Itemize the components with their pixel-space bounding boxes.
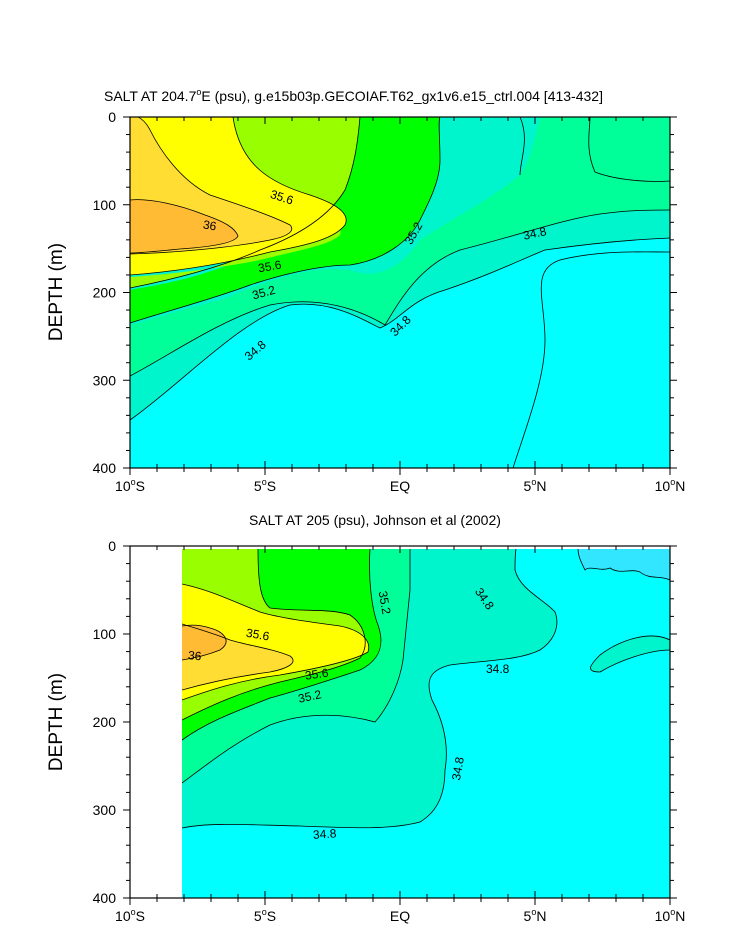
contour-label: 34.8: [486, 662, 510, 676]
x-tick-label: 10oS: [115, 477, 145, 494]
contour-line-35.6: [181, 583, 370, 701]
fill-band-34.8-inlet: [590, 635, 670, 672]
contour-line-34.8: [129, 237, 671, 421]
contour-label: 34.8: [522, 224, 548, 243]
y-tick-label: 100: [93, 626, 117, 642]
x-tick-label: 10oN: [655, 477, 686, 494]
contour-label: 36: [202, 217, 218, 233]
contour-label: 34.8: [449, 756, 467, 782]
observed-salinity-panel: SALT AT 205 (psu), Johnson et al (2002) …: [46, 512, 685, 924]
x-tick-label: 5oN: [524, 907, 547, 924]
x-tick-label: 10oS: [115, 907, 145, 924]
y-tick-label: 300: [93, 372, 117, 388]
y-tick-label: 200: [93, 285, 117, 301]
contour-line-35.8: [129, 116, 293, 255]
contour-line-34.6-east: [590, 635, 671, 673]
contour-label: 35.2: [251, 283, 277, 303]
x-tick-label: EQ: [390, 478, 410, 494]
contour-label: 35.6: [257, 257, 283, 275]
observed-panel-title: SALT AT 205 (psu), Johnson et al (2002): [249, 512, 501, 528]
y-tick-label: 0: [108, 109, 116, 125]
contour-line-35.4: [181, 548, 366, 721]
contour-line-36: [181, 624, 227, 661]
y-tick-label: 300: [93, 802, 117, 818]
fill-band-35.0-35.2: [182, 549, 410, 783]
contour-label: 35.2: [376, 590, 394, 616]
contour-line-34.6-deep: [512, 251, 671, 469]
x-tick-label: 5oS: [254, 477, 276, 494]
x-tick-label: 5oS: [254, 907, 276, 924]
x-tick-label: 10oN: [655, 907, 686, 924]
x-tick-label: 5oN: [524, 477, 547, 494]
model-panel-title: SALT AT 204.7oE (psu), g.e15b03p.GECOIAF…: [104, 87, 603, 104]
contour-line-35.0: [181, 549, 411, 784]
contour-line-34.8: [181, 548, 558, 829]
contour-label: 35.6: [269, 187, 296, 208]
y-axis-label: DEPTH (m): [46, 243, 67, 341]
y-tick-label: 0: [108, 538, 116, 554]
y-tick-label: 200: [93, 714, 117, 730]
y-axis-label: DEPTH (m): [46, 673, 67, 771]
contour-label: 35.6: [245, 626, 271, 644]
contour-label: 36: [187, 648, 202, 663]
fill-band-below-34.8-west: [182, 828, 670, 898]
contour-line-36: [129, 199, 239, 254]
fill-band-above-36: [182, 625, 227, 660]
fill-band-35.2-35.4: [182, 549, 381, 740]
contour-line-35.4: [129, 116, 361, 289]
fill-band-fresh-core: [578, 549, 670, 580]
y-tick-label: 400: [93, 890, 117, 906]
contour-line-35.6: [129, 116, 347, 276]
contour-label: 35.2: [297, 687, 323, 706]
contour-labels: 35.6 36 35.6 35.2 35.2 34.8 34.8 34.8 34…: [187, 585, 509, 842]
model-salinity-panel: SALT AT 204.7oE (psu), g.e15b03p.GECOIAF…: [46, 87, 685, 494]
y-tick-label: 400: [93, 460, 117, 476]
y-tick-label: 100: [93, 197, 117, 213]
fill-band-above-36: [130, 199, 238, 253]
fill-band-35.2-35.4: [130, 117, 440, 323]
contour-line-35.0: [129, 209, 671, 377]
contour-line-35.8: [181, 623, 294, 691]
contour-line-34.6-east: [588, 116, 671, 182]
contour-line-34.8-east: [519, 116, 525, 176]
fill-band-below-34.8: [130, 238, 670, 468]
contour-label: 34.8: [313, 826, 338, 842]
fill-band-below-34.8: [182, 549, 670, 898]
fill-band-35.0-35.2: [130, 117, 670, 376]
x-tick-label: EQ: [390, 908, 410, 924]
contour-line-35.2: [181, 548, 382, 741]
contour-line-35.2: [129, 116, 441, 324]
contour-label: 35.6: [304, 666, 329, 683]
contour-line-34.4-east: [577, 548, 671, 581]
